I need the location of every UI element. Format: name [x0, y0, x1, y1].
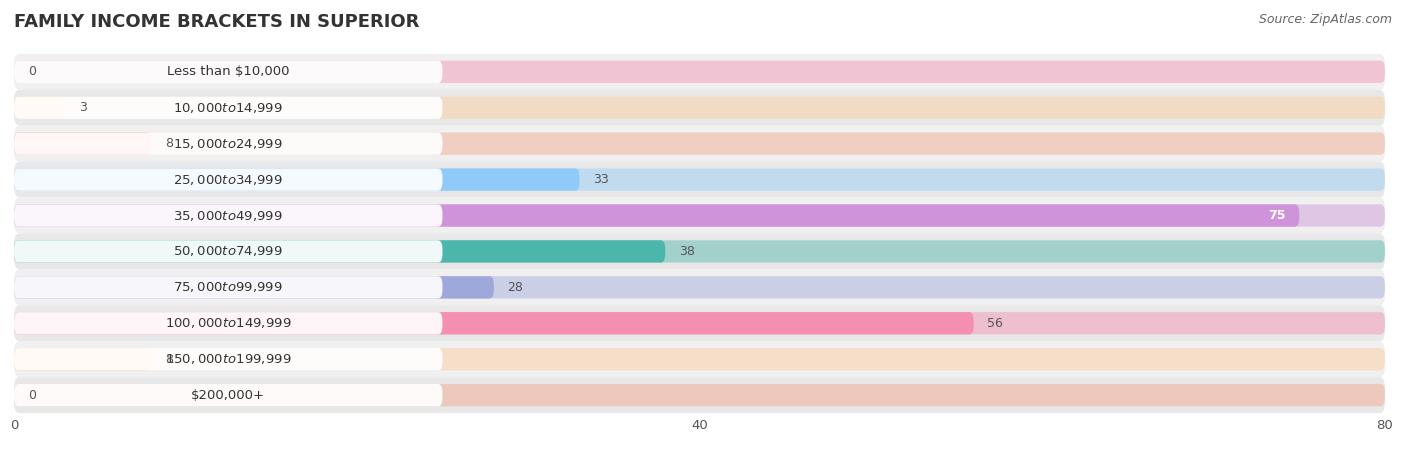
Text: 3: 3	[79, 101, 87, 114]
FancyBboxPatch shape	[14, 132, 443, 155]
FancyBboxPatch shape	[14, 276, 494, 299]
FancyBboxPatch shape	[14, 276, 1385, 299]
FancyBboxPatch shape	[14, 348, 1385, 370]
FancyBboxPatch shape	[14, 305, 1385, 341]
Text: 0: 0	[28, 66, 35, 78]
Text: Less than $10,000: Less than $10,000	[167, 66, 290, 78]
FancyBboxPatch shape	[14, 126, 1385, 162]
FancyBboxPatch shape	[14, 132, 1385, 155]
Text: $10,000 to $14,999: $10,000 to $14,999	[173, 101, 283, 115]
FancyBboxPatch shape	[14, 132, 152, 155]
Text: 0: 0	[28, 389, 35, 401]
FancyBboxPatch shape	[14, 204, 1385, 227]
FancyBboxPatch shape	[14, 97, 1385, 119]
FancyBboxPatch shape	[14, 348, 443, 370]
FancyBboxPatch shape	[14, 97, 66, 119]
FancyBboxPatch shape	[14, 384, 1385, 406]
FancyBboxPatch shape	[14, 162, 1385, 198]
FancyBboxPatch shape	[14, 204, 443, 227]
Text: Source: ZipAtlas.com: Source: ZipAtlas.com	[1258, 13, 1392, 26]
Text: $25,000 to $34,999: $25,000 to $34,999	[173, 172, 283, 187]
FancyBboxPatch shape	[14, 312, 443, 335]
Text: $150,000 to $199,999: $150,000 to $199,999	[165, 352, 291, 366]
Text: $15,000 to $24,999: $15,000 to $24,999	[173, 136, 283, 151]
FancyBboxPatch shape	[14, 198, 1385, 233]
FancyBboxPatch shape	[14, 348, 152, 370]
FancyBboxPatch shape	[14, 204, 1299, 227]
FancyBboxPatch shape	[14, 312, 973, 335]
Text: 56: 56	[987, 317, 1004, 330]
Text: FAMILY INCOME BRACKETS IN SUPERIOR: FAMILY INCOME BRACKETS IN SUPERIOR	[14, 13, 419, 31]
FancyBboxPatch shape	[14, 240, 443, 263]
FancyBboxPatch shape	[14, 168, 443, 191]
FancyBboxPatch shape	[14, 168, 579, 191]
FancyBboxPatch shape	[14, 384, 443, 406]
Text: 33: 33	[593, 173, 609, 186]
FancyBboxPatch shape	[14, 97, 443, 119]
FancyBboxPatch shape	[14, 61, 1385, 83]
Text: 8: 8	[165, 137, 173, 150]
FancyBboxPatch shape	[14, 240, 1385, 263]
FancyBboxPatch shape	[14, 54, 1385, 90]
FancyBboxPatch shape	[14, 341, 1385, 377]
Text: $75,000 to $99,999: $75,000 to $99,999	[173, 280, 283, 295]
Text: 38: 38	[679, 245, 695, 258]
FancyBboxPatch shape	[14, 276, 443, 299]
Text: $35,000 to $49,999: $35,000 to $49,999	[173, 208, 283, 223]
FancyBboxPatch shape	[14, 233, 1385, 269]
FancyBboxPatch shape	[14, 377, 1385, 413]
Text: $50,000 to $74,999: $50,000 to $74,999	[173, 244, 283, 259]
FancyBboxPatch shape	[14, 61, 443, 83]
Text: 8: 8	[165, 353, 173, 365]
FancyBboxPatch shape	[14, 269, 1385, 305]
FancyBboxPatch shape	[14, 312, 1385, 335]
FancyBboxPatch shape	[14, 168, 1385, 191]
Text: 28: 28	[508, 281, 523, 294]
FancyBboxPatch shape	[14, 240, 665, 263]
Text: 75: 75	[1268, 209, 1285, 222]
Text: $200,000+: $200,000+	[191, 389, 266, 401]
FancyBboxPatch shape	[14, 90, 1385, 126]
Text: $100,000 to $149,999: $100,000 to $149,999	[165, 316, 291, 330]
